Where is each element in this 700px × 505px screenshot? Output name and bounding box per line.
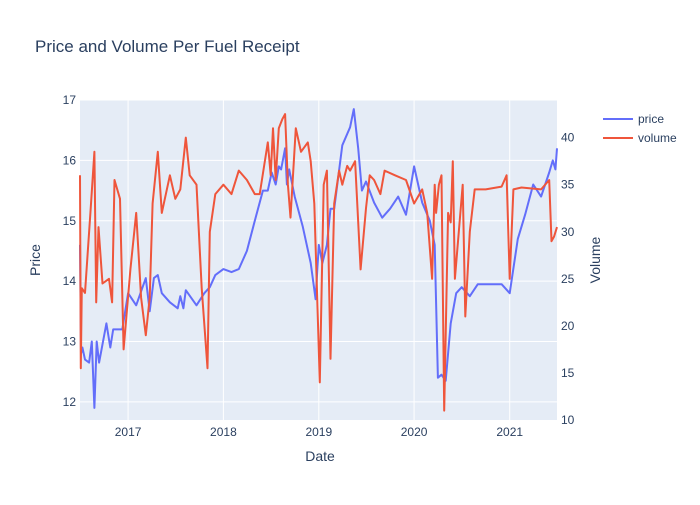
- legend[interactable]: price volume: [603, 112, 677, 145]
- y-tick-label: 14: [63, 274, 77, 288]
- y2-tick-label: 25: [561, 272, 575, 286]
- y-tick-label: 13: [63, 335, 77, 349]
- series-layer: [79, 108, 558, 412]
- chart-title: Price and Volume Per Fuel Receipt: [35, 37, 300, 56]
- series-line-volume: [79, 113, 558, 412]
- y2-axis-title: Volume: [587, 236, 603, 283]
- x-tick-label: 2018: [210, 425, 237, 439]
- x-axis-title: Date: [305, 448, 335, 464]
- x-tick-label: 2020: [401, 425, 428, 439]
- y-axis-title: Price: [27, 244, 43, 276]
- tick-labels: 12 13 14 15 16 17 2017 2018 2019 2020 2021 10 15 20 25…: [63, 93, 575, 439]
- x-tick-label: 2021: [496, 425, 523, 439]
- x-tick-label: 2017: [115, 425, 142, 439]
- legend-item-price[interactable]: price: [603, 112, 664, 126]
- y2-tick-label: 30: [561, 225, 575, 239]
- series-line-price: [79, 108, 558, 409]
- y-tick-label: 17: [63, 93, 77, 107]
- y-tick-label: 16: [63, 153, 77, 167]
- y2-tick-label: 35: [561, 178, 575, 192]
- x-tick-label: 2019: [305, 425, 332, 439]
- y2-tick-label: 10: [561, 413, 575, 427]
- y2-tick-label: 20: [561, 319, 575, 333]
- legend-label-price: price: [638, 112, 664, 126]
- legend-item-volume[interactable]: volume: [603, 131, 677, 145]
- y2-tick-label: 15: [561, 366, 575, 380]
- y-tick-label: 15: [63, 214, 77, 228]
- legend-label-volume: volume: [638, 131, 677, 145]
- y-tick-label: 12: [63, 395, 77, 409]
- y2-tick-label: 40: [561, 131, 575, 145]
